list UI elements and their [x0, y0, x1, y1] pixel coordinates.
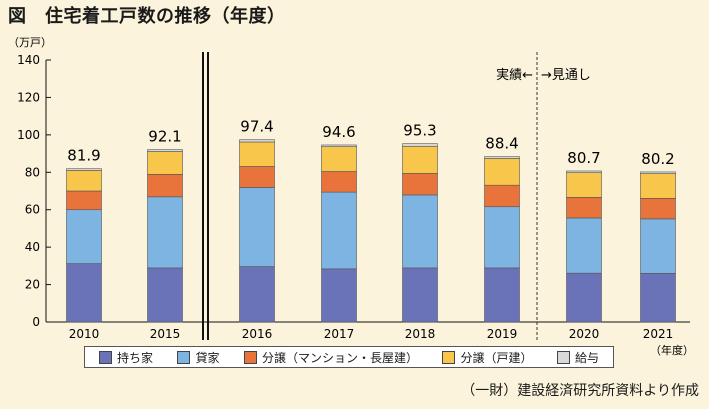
bar-segment: [66, 209, 102, 264]
bar-segment: [66, 168, 102, 171]
legend-label: 貸家: [195, 350, 220, 365]
bar-segment: [321, 146, 357, 172]
forecast-annotation: →見通し: [541, 68, 591, 83]
bar-segment: [566, 172, 602, 198]
x-axis-label: （年度）: [650, 343, 694, 357]
legend-item: 分譲（戸建）: [442, 349, 532, 366]
legend-label: 給与: [574, 350, 599, 365]
bar-segment: [147, 267, 183, 323]
y-tick-label: 40: [25, 240, 40, 254]
legend: 持ち家 貸家 分譲（マンション・長屋建） 分譲（戸建） 給与: [84, 346, 614, 368]
total-labels: 81.9 92.1 97.4 94.6 95.3 88.4 80.7 80.2: [67, 118, 674, 168]
bar-segment: [566, 217, 602, 274]
bar-segment: [321, 191, 357, 270]
legend-swatch: [556, 350, 570, 364]
bar-segment: [239, 139, 275, 143]
legend-item: 分譲（マンション・長屋建）: [243, 349, 418, 366]
actual-annotation: 実績←: [496, 67, 533, 83]
bar-segment: [239, 141, 275, 167]
y-tick-label: 80: [25, 165, 40, 179]
bar-segment: [402, 194, 438, 269]
bar-segment: [66, 190, 102, 211]
bar-segment: [66, 263, 102, 323]
bar-segment: [566, 272, 602, 323]
bar-segment: [402, 145, 438, 174]
y-axis-label: （万戸）: [8, 36, 52, 49]
y-tick-label: 140: [17, 53, 40, 67]
bar-segment: [239, 166, 275, 188]
legend-label: 分譲（マンション・長屋建）: [261, 350, 418, 365]
bar-segment: [321, 171, 357, 193]
x-tick-label: 2019: [487, 327, 518, 341]
bar-segment: [147, 151, 183, 175]
bar-segment: [239, 266, 275, 323]
total-label: 92.1: [148, 128, 181, 146]
legend-item: 給与: [556, 349, 599, 366]
x-tick-label: 2017: [324, 327, 355, 341]
total-label: 80.7: [567, 149, 600, 167]
bar-segment: [147, 174, 183, 198]
x-tick-label: 2021: [643, 327, 674, 341]
total-label: 94.6: [322, 123, 355, 141]
bar-segment: [566, 197, 602, 219]
bar-segment: [640, 273, 676, 323]
x-tick-label: 2016: [242, 327, 273, 341]
y-tick-label: 100: [17, 128, 40, 142]
bar-segment: [484, 158, 520, 186]
x-tick-label: 2020: [569, 327, 600, 341]
bar-segment: [566, 170, 602, 173]
y-tick-label: 20: [25, 278, 40, 292]
source-note: （一財）建設経済研究所資料より作成: [461, 383, 699, 399]
bar-segment: [321, 144, 357, 147]
bar-segment: [402, 173, 438, 196]
legend-swatch: [243, 350, 257, 364]
bar-segment: [640, 173, 676, 199]
bar-segment: [640, 218, 676, 274]
bar-segment: [484, 184, 520, 208]
total-label: 81.9: [67, 147, 100, 165]
bar-segment: [147, 196, 183, 269]
bar-segment: [402, 143, 438, 147]
total-label: 95.3: [403, 122, 436, 140]
bar-segment: [147, 149, 183, 152]
bar-segment: [640, 171, 676, 174]
legend-label: 分譲（戸建）: [460, 350, 533, 365]
bar-segment: [484, 156, 520, 159]
legend-swatch: [99, 350, 112, 364]
x-tick-label: 2015: [150, 327, 181, 341]
total-label: 80.2: [641, 150, 674, 168]
bar-segment: [402, 267, 438, 323]
bar-segment: [640, 197, 676, 220]
chart-title: 図 住宅着工戸数の推移（年度）: [8, 6, 286, 27]
legend-swatch: [177, 350, 191, 364]
bar-segment: [484, 206, 520, 269]
bar-segment: [66, 170, 102, 192]
legend-item: 貸家: [177, 349, 220, 366]
y-tick-label: 60: [25, 203, 40, 217]
x-tick-labels: 2010 2015 2016 2017 2018 2019 2020 2021: [69, 327, 674, 341]
bar-segment: [239, 187, 275, 267]
legend-swatch: [442, 350, 456, 364]
x-tick-label: 2010: [69, 327, 100, 341]
total-label: 97.4: [240, 118, 273, 136]
total-label: 88.4: [485, 135, 518, 153]
bar-segment: [484, 267, 520, 323]
y-tick-label: 120: [17, 90, 40, 104]
bars-group: [66, 139, 676, 323]
x-tick-label: 2018: [405, 327, 436, 341]
bar-segment: [321, 268, 357, 323]
legend-label: 持ち家: [117, 350, 154, 365]
legend-item: 持ち家: [99, 349, 153, 366]
y-tick-label: 0: [32, 315, 40, 329]
